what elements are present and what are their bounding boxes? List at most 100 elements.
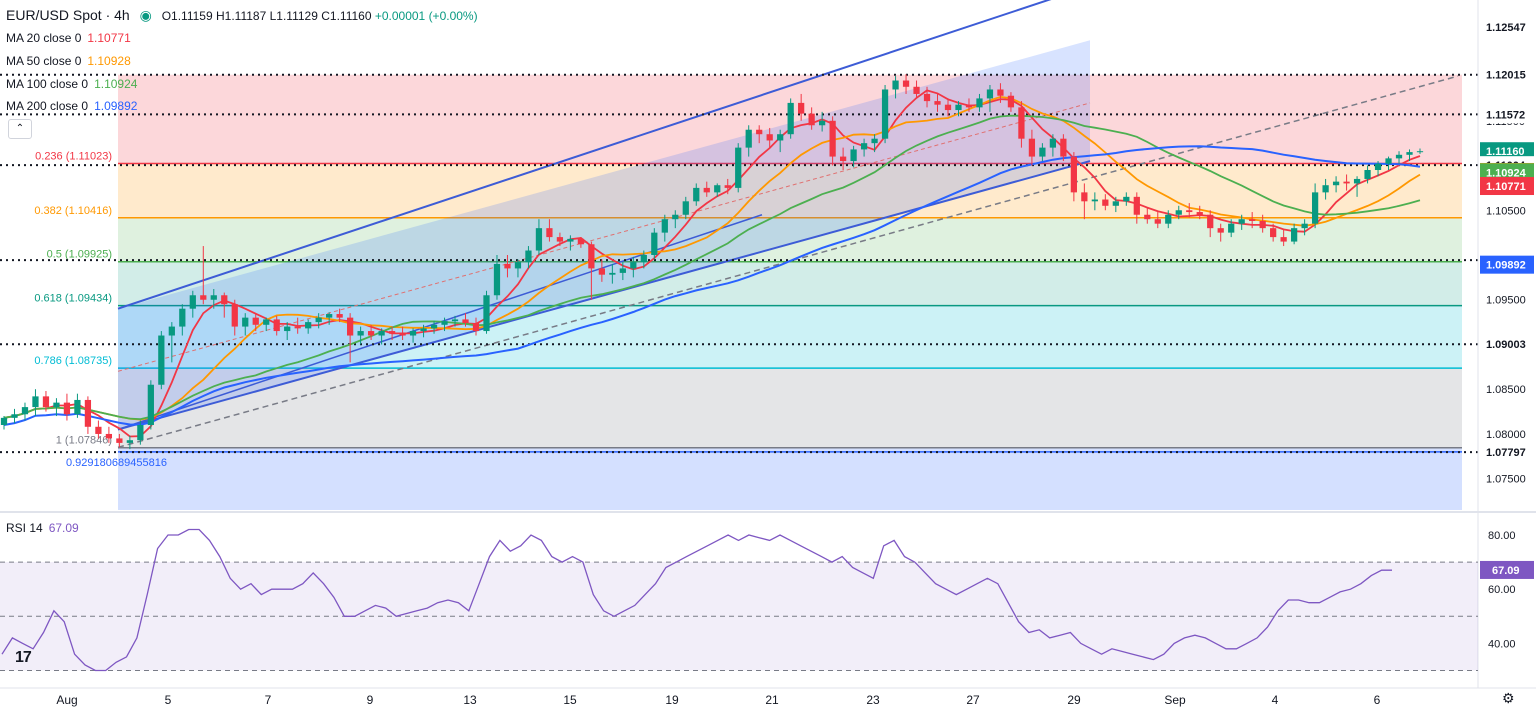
candle-body	[189, 295, 196, 309]
time-tick-label: 27	[966, 693, 980, 707]
candle-body	[0, 417, 8, 425]
candle-body	[305, 322, 312, 329]
ma20-line	[3, 89, 1421, 438]
price-label-text: 1.12015	[1486, 70, 1526, 82]
time-tick-label: 15	[563, 693, 577, 707]
candle-body	[63, 402, 71, 415]
candle-body	[252, 317, 259, 325]
indicator-ma100[interactable]: MA 100 close 0 1.10924	[6, 77, 137, 91]
candle-body	[1133, 196, 1140, 215]
indicator-label: MA 50 close 0	[6, 54, 82, 68]
candle-body	[556, 237, 564, 242]
candle-body	[651, 232, 658, 255]
collapse-indicators-button[interactable]: ⌃	[8, 119, 32, 139]
candle-body	[1280, 237, 1287, 242]
candle-body	[997, 89, 1004, 96]
candle-body	[1291, 228, 1298, 242]
price-label-box	[1480, 18, 1534, 37]
time-tick-label: 21	[765, 693, 779, 707]
ma100-line	[3, 114, 1421, 421]
candle-body	[965, 104, 973, 108]
candle-body	[819, 120, 826, 126]
chart-header: EUR/USD Spot · 4h ◉ O1.11159 H1.11187 L1…	[6, 7, 490, 24]
candle-body	[1154, 219, 1161, 224]
candle-body	[735, 147, 742, 188]
candle-body	[284, 326, 291, 332]
candle-body	[1144, 214, 1151, 220]
candle-body	[357, 331, 364, 336]
price-label-text: 1.11572	[1486, 109, 1525, 121]
time-tick-label: 19	[665, 693, 679, 707]
price-label-box	[1480, 335, 1534, 354]
settings-gear-icon[interactable]: ⚙	[1502, 690, 1515, 706]
indicator-ma50[interactable]: MA 50 close 0 1.10928	[6, 54, 131, 68]
fib-level-label: 0.929180689455816	[66, 457, 167, 469]
high-value: H1.11187	[216, 9, 267, 23]
candle-body	[798, 102, 805, 114]
candle-body	[367, 331, 375, 336]
candle-body	[210, 295, 217, 300]
symbol-title[interactable]: EUR/USD Spot · 4h	[6, 7, 130, 23]
candle-body	[95, 426, 102, 434]
candle-body	[986, 89, 994, 99]
candle-body	[944, 104, 952, 111]
candle-body	[462, 319, 469, 323]
time-tick-label: 13	[463, 693, 477, 707]
price-tick-label: 1.08500	[1486, 384, 1526, 396]
indicator-value: 1.10928	[87, 54, 131, 68]
indicator-ma20[interactable]: MA 20 close 0 1.10771	[6, 31, 131, 45]
ma50-line	[3, 95, 1421, 421]
candle-body	[420, 328, 427, 332]
price-label-text: 1.11160	[1486, 146, 1525, 158]
time-tick-label: 23	[866, 693, 880, 707]
candle-body	[116, 438, 123, 443]
price-label-text: 1.09003	[1486, 339, 1526, 351]
fibonacci-retracement: 0.236 (1.11023) 0.382 (1.10416) 0.5 (1.099…	[34, 74, 1462, 510]
candle-body	[1364, 170, 1371, 179]
candle-body	[21, 407, 29, 415]
candle-body	[714, 185, 721, 193]
candle-body	[1311, 192, 1319, 224]
candle-body	[1374, 163, 1382, 170]
candle-body	[137, 425, 144, 441]
price-tick-label: 1.09500	[1486, 295, 1526, 307]
candle-body	[745, 129, 752, 148]
indicator-value: 1.09892	[94, 99, 138, 113]
candle-body	[1322, 185, 1329, 193]
candle-body	[1228, 223, 1235, 233]
candle-body	[546, 228, 553, 238]
candle-body	[839, 156, 847, 162]
price-label-text: 1.07797	[1486, 447, 1526, 459]
candle-body	[672, 214, 679, 220]
candle-body	[84, 399, 92, 427]
candle-body	[787, 102, 794, 135]
rsi-value: 67.09	[48, 521, 79, 535]
candle-body	[756, 129, 763, 135]
candle-body	[535, 228, 543, 251]
candle-body	[242, 317, 249, 327]
rsi-header[interactable]: RSI 14 67.09	[6, 521, 79, 535]
candle-body	[378, 331, 385, 336]
candle-body	[682, 201, 689, 215]
price-label-text: 1.10771	[1486, 181, 1526, 193]
candle-body	[1060, 138, 1067, 157]
candle-body	[1406, 152, 1413, 155]
candle-body	[514, 262, 522, 269]
candle-body	[619, 268, 626, 273]
candle-body	[934, 101, 941, 105]
candle-body	[347, 317, 354, 336]
rsi-tick-label: 40.00	[1488, 638, 1516, 650]
price-label-box	[1480, 65, 1534, 84]
candle-body	[1049, 138, 1057, 148]
candle-body	[32, 396, 39, 408]
candle-body	[829, 120, 836, 157]
candle-body	[388, 331, 396, 334]
time-tick-label: 29	[1067, 693, 1081, 707]
candle-body	[1196, 212, 1203, 215]
candle-body	[430, 324, 438, 329]
candle-body	[1395, 154, 1403, 159]
indicator-ma200[interactable]: MA 200 close 0 1.09892	[6, 99, 137, 113]
candle-body	[472, 323, 480, 332]
candle-body	[221, 295, 228, 305]
